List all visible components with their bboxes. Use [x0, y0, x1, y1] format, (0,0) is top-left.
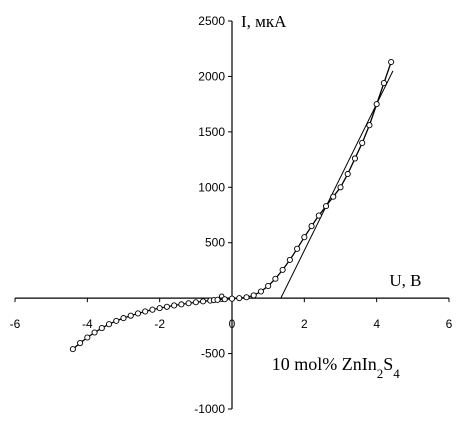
data-point — [120, 315, 127, 322]
data-point — [91, 329, 98, 336]
data-point — [330, 193, 337, 200]
y-tick-label: -500 — [201, 347, 225, 361]
data-point — [250, 292, 257, 299]
data-point — [113, 317, 120, 324]
y-axis-label: I, мкА — [241, 12, 287, 31]
data-point — [134, 310, 142, 317]
data-point — [156, 305, 163, 312]
annotation-mid: S — [383, 354, 393, 374]
data-point — [344, 170, 351, 178]
fit-line — [280, 70, 394, 299]
y-tick-label: 0 — [218, 291, 225, 305]
data-point — [69, 346, 76, 353]
annotation-sub2: 4 — [393, 366, 400, 381]
data-point — [294, 245, 301, 252]
y-tick-label: 2000 — [198, 69, 225, 83]
sample-annotation: 10 mol% ZnIn2S4 — [272, 354, 401, 381]
data-point — [322, 203, 330, 210]
data-point — [359, 139, 366, 146]
data-point — [221, 296, 228, 303]
data-point — [127, 312, 134, 319]
data-point — [279, 266, 286, 273]
data-point — [308, 223, 315, 230]
data-point — [98, 325, 105, 332]
annotation-prefix: 10 mol% ZnIn — [272, 354, 377, 374]
data-point — [192, 299, 199, 306]
data-point — [171, 302, 178, 309]
data-point — [105, 321, 113, 328]
data-point — [77, 339, 84, 347]
y-tick-label: 1000 — [198, 180, 225, 194]
x-tick-label: 4 — [373, 317, 380, 331]
y-tick-label: -1000 — [194, 402, 225, 416]
series-group — [69, 58, 395, 353]
data-point — [236, 295, 243, 302]
data-point — [351, 155, 359, 162]
data-point — [243, 294, 250, 301]
x-tick-label: -2 — [154, 317, 165, 331]
data-point — [301, 234, 308, 241]
y-tick-label: 500 — [205, 236, 225, 250]
x-tick-label: 6 — [446, 317, 453, 331]
data-point — [265, 282, 272, 289]
data-point — [373, 101, 380, 108]
fit-line-group — [280, 70, 394, 299]
annotation-sub1: 2 — [377, 366, 384, 381]
data-point — [142, 308, 149, 315]
x-tick-label: -4 — [82, 317, 93, 331]
data-point — [178, 301, 185, 308]
data-point — [272, 275, 279, 282]
axes — [15, 21, 449, 409]
x-ticks: -6 -4 -2 0 2 4 6 — [10, 298, 453, 331]
data-point — [163, 303, 170, 310]
data-point — [228, 295, 236, 302]
data-point — [257, 288, 264, 295]
data-point — [388, 58, 395, 66]
data-point — [185, 300, 192, 307]
data-point — [315, 212, 322, 219]
x-tick-label: 0 — [229, 317, 236, 331]
data-point — [84, 334, 91, 341]
data-point — [286, 256, 293, 263]
data-point — [149, 306, 156, 313]
y-tick-label: 1500 — [198, 125, 225, 139]
data-point — [200, 298, 207, 305]
data-point — [366, 122, 373, 129]
y-ticks: -1000 -500 0 500 1000 1500 2000 2500 — [194, 14, 232, 416]
y-tick-label: 2500 — [198, 14, 225, 28]
series-line — [72, 61, 392, 350]
data-point — [337, 184, 344, 191]
x-tick-label: -6 — [10, 317, 21, 331]
data-point — [380, 80, 387, 87]
x-axis-label: U, В — [389, 271, 421, 290]
data-point — [214, 296, 221, 303]
x-tick-label: 2 — [301, 317, 308, 331]
